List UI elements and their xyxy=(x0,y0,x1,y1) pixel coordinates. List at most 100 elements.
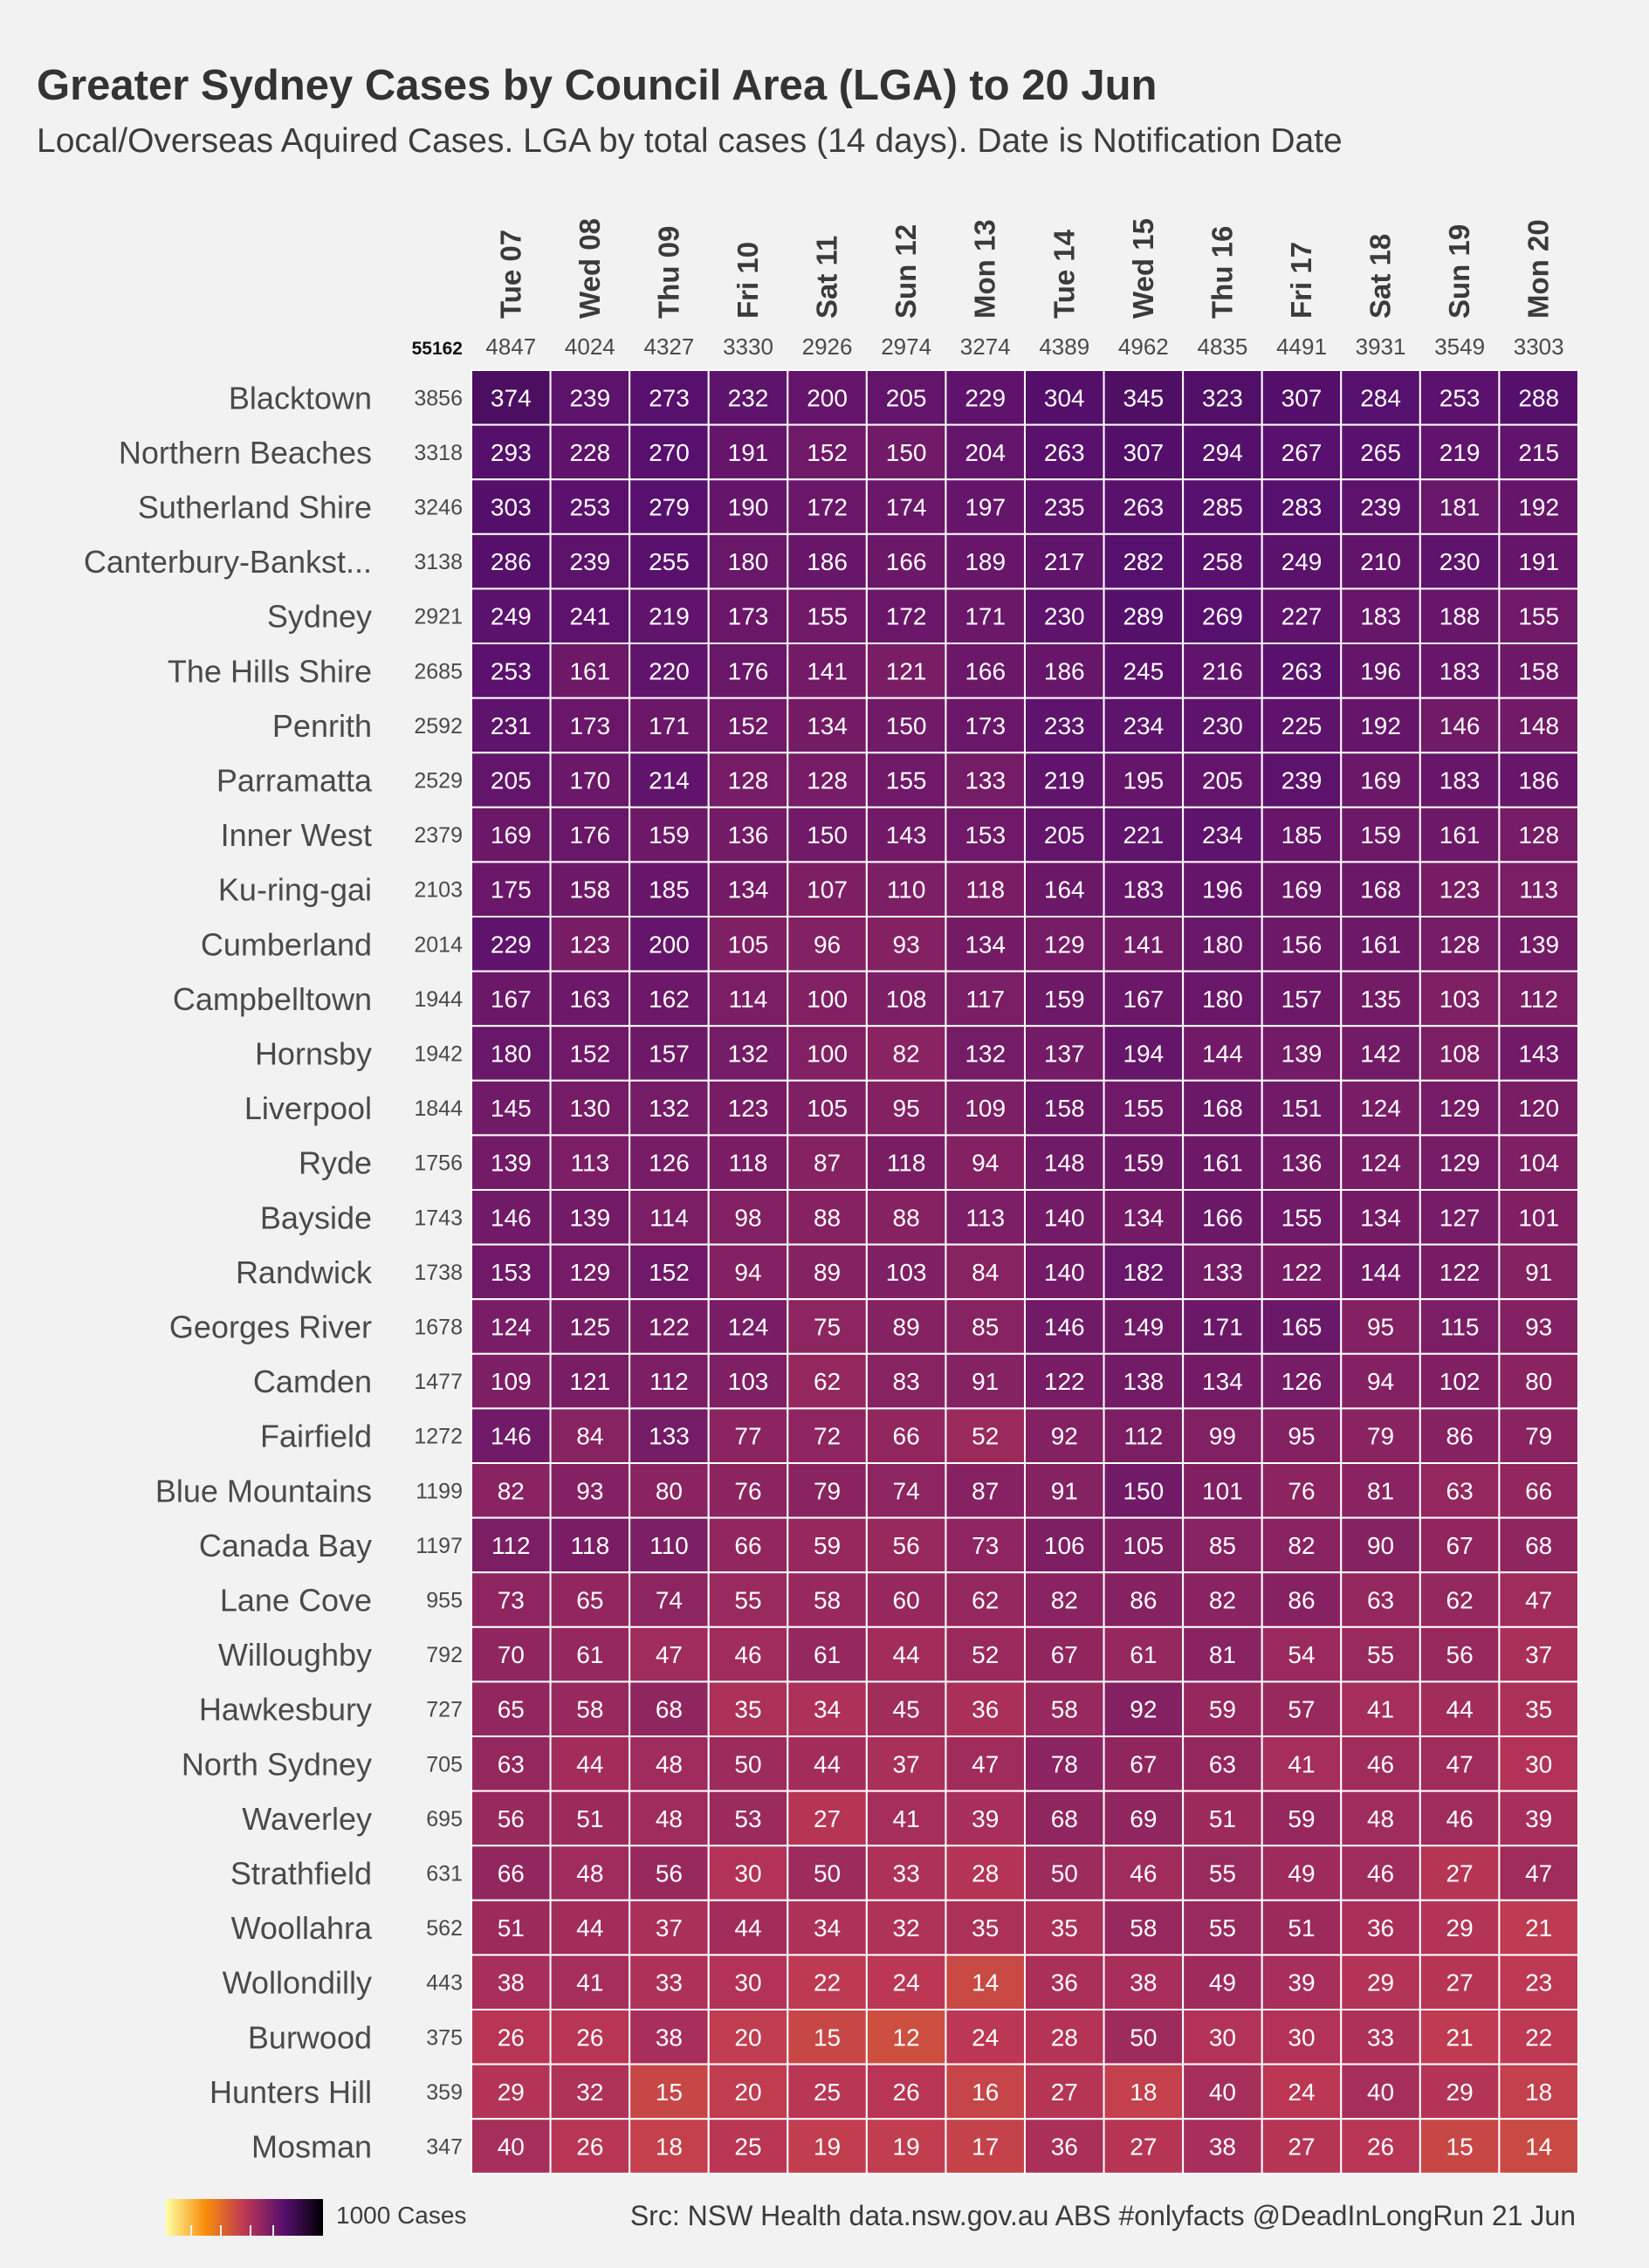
heatmap-cell xyxy=(1182,1680,1263,1738)
column-label: Sun 12 xyxy=(890,224,922,319)
cell-value: 169 xyxy=(1281,876,1323,904)
cell-value: 24 xyxy=(893,1969,920,1997)
cell-value: 41 xyxy=(893,1805,920,1832)
cell-value: 62 xyxy=(972,1587,999,1614)
heatmap-cell xyxy=(549,588,631,645)
column-label: Fri 10 xyxy=(732,242,764,319)
cell-value: 112 xyxy=(1519,986,1558,1013)
column-total: 3931 xyxy=(1356,333,1406,360)
row-label: Waverley xyxy=(242,1801,372,1837)
heatmap-cell xyxy=(1261,1025,1343,1082)
cell-value: 134 xyxy=(965,931,1006,958)
cell-value: 155 xyxy=(1123,1095,1164,1122)
heatmap-cell xyxy=(1340,970,1421,1027)
cell-value: 23 xyxy=(1525,1969,1552,1997)
cell-value: 28 xyxy=(972,1860,999,1887)
cell-value: 46 xyxy=(1367,1750,1394,1777)
cell-value: 176 xyxy=(569,821,610,849)
cell-value: 284 xyxy=(1360,384,1401,411)
cell-value: 128 xyxy=(1439,931,1481,958)
cell-value: 165 xyxy=(1281,1314,1323,1341)
cell-value: 47 xyxy=(1525,1860,1552,1887)
cell-value: 214 xyxy=(649,767,690,794)
heatmap-cell xyxy=(787,1079,868,1137)
heatmap-cell xyxy=(1103,1462,1185,1519)
cell-value: 183 xyxy=(1360,603,1401,630)
column-label: Mon 13 xyxy=(969,219,1001,319)
cell-value: 58 xyxy=(1051,1696,1078,1723)
cell-value: 123 xyxy=(1439,876,1481,904)
row-total: 2529 xyxy=(414,769,463,794)
cell-value: 286 xyxy=(491,548,532,575)
cell-value: 34 xyxy=(814,1696,841,1723)
cell-value: 255 xyxy=(649,548,690,575)
cell-value: 192 xyxy=(1518,494,1559,521)
heatmap-cell xyxy=(1419,1625,1501,1683)
heatmap-cell xyxy=(1498,861,1579,918)
cell-value: 135 xyxy=(1360,986,1401,1013)
column-total: 2926 xyxy=(802,333,853,360)
cell-value: 88 xyxy=(893,1204,920,1231)
heatmap-cell xyxy=(1498,423,1579,481)
cell-value: 53 xyxy=(734,1805,761,1832)
cell-value: 159 xyxy=(1044,986,1085,1013)
cell-value: 108 xyxy=(1439,1041,1481,1068)
column-total: 4962 xyxy=(1118,333,1169,360)
heatmap-cell xyxy=(1498,1680,1579,1738)
column-label: Tue 07 xyxy=(494,230,526,319)
heatmap-cell xyxy=(1023,916,1105,972)
heatmap-cell xyxy=(787,1462,868,1519)
heatmap-cell xyxy=(1103,1625,1185,1683)
row-total: 2379 xyxy=(414,823,463,848)
cell-value: 166 xyxy=(1202,1204,1243,1231)
cell-value: 270 xyxy=(649,439,690,466)
heatmap-cell xyxy=(1340,1625,1421,1683)
column-total: 2974 xyxy=(881,333,931,360)
row-total: 375 xyxy=(426,2025,463,2050)
cell-value: 139 xyxy=(569,1204,610,1231)
heatmap-cell xyxy=(945,1025,1026,1082)
cell-value: 35 xyxy=(734,1696,761,1723)
heatmap-cell xyxy=(1419,1845,1501,1901)
row-label: Ryde xyxy=(299,1145,372,1181)
column-total: 4847 xyxy=(485,333,536,360)
heatmap-cell xyxy=(945,970,1026,1027)
cell-value: 173 xyxy=(728,603,769,630)
heatmap-cell xyxy=(945,1571,1026,1628)
cell-value: 113 xyxy=(965,1204,1005,1231)
cell-value: 84 xyxy=(576,1423,603,1450)
heatmap-cell xyxy=(1261,1954,1343,2010)
cell-value: 152 xyxy=(728,712,769,739)
cell-value: 114 xyxy=(729,986,768,1013)
cell-value: 146 xyxy=(1044,1314,1085,1341)
cell-value: 219 xyxy=(1044,767,1085,794)
cell-value: 52 xyxy=(972,1641,999,1668)
heatmap-cell xyxy=(549,643,631,699)
row-label: Woollahra xyxy=(231,1910,373,1946)
heatmap-cell xyxy=(707,643,789,699)
cell-value: 263 xyxy=(1044,439,1085,466)
cell-value: 26 xyxy=(576,2024,603,2051)
row-total: 2103 xyxy=(414,878,463,903)
cell-value: 230 xyxy=(1439,548,1481,575)
heatmap-cell xyxy=(629,1899,710,1956)
cell-value: 172 xyxy=(886,603,927,630)
cell-value: 168 xyxy=(1202,1095,1243,1122)
heatmap-cell xyxy=(1498,916,1579,972)
row-label: Camden xyxy=(253,1364,372,1399)
cell-value: 46 xyxy=(734,1641,761,1668)
cell-value: 12 xyxy=(893,2024,920,2051)
heatmap-cell xyxy=(1261,1352,1343,1410)
cell-value: 196 xyxy=(1202,876,1243,904)
cell-value: 95 xyxy=(1288,1423,1315,1450)
cell-value: 161 xyxy=(1439,821,1481,849)
cell-value: 86 xyxy=(1446,1423,1474,1450)
cell-value: 30 xyxy=(1288,2024,1315,2051)
cell-value: 171 xyxy=(965,603,1006,630)
cell-value: 66 xyxy=(498,1860,525,1887)
cell-value: 144 xyxy=(1202,1041,1243,1068)
heatmap-cell xyxy=(1023,1680,1105,1738)
heatmap-cell xyxy=(787,2009,868,2065)
row-total: 2592 xyxy=(414,714,463,739)
cell-value: 56 xyxy=(498,1805,525,1832)
